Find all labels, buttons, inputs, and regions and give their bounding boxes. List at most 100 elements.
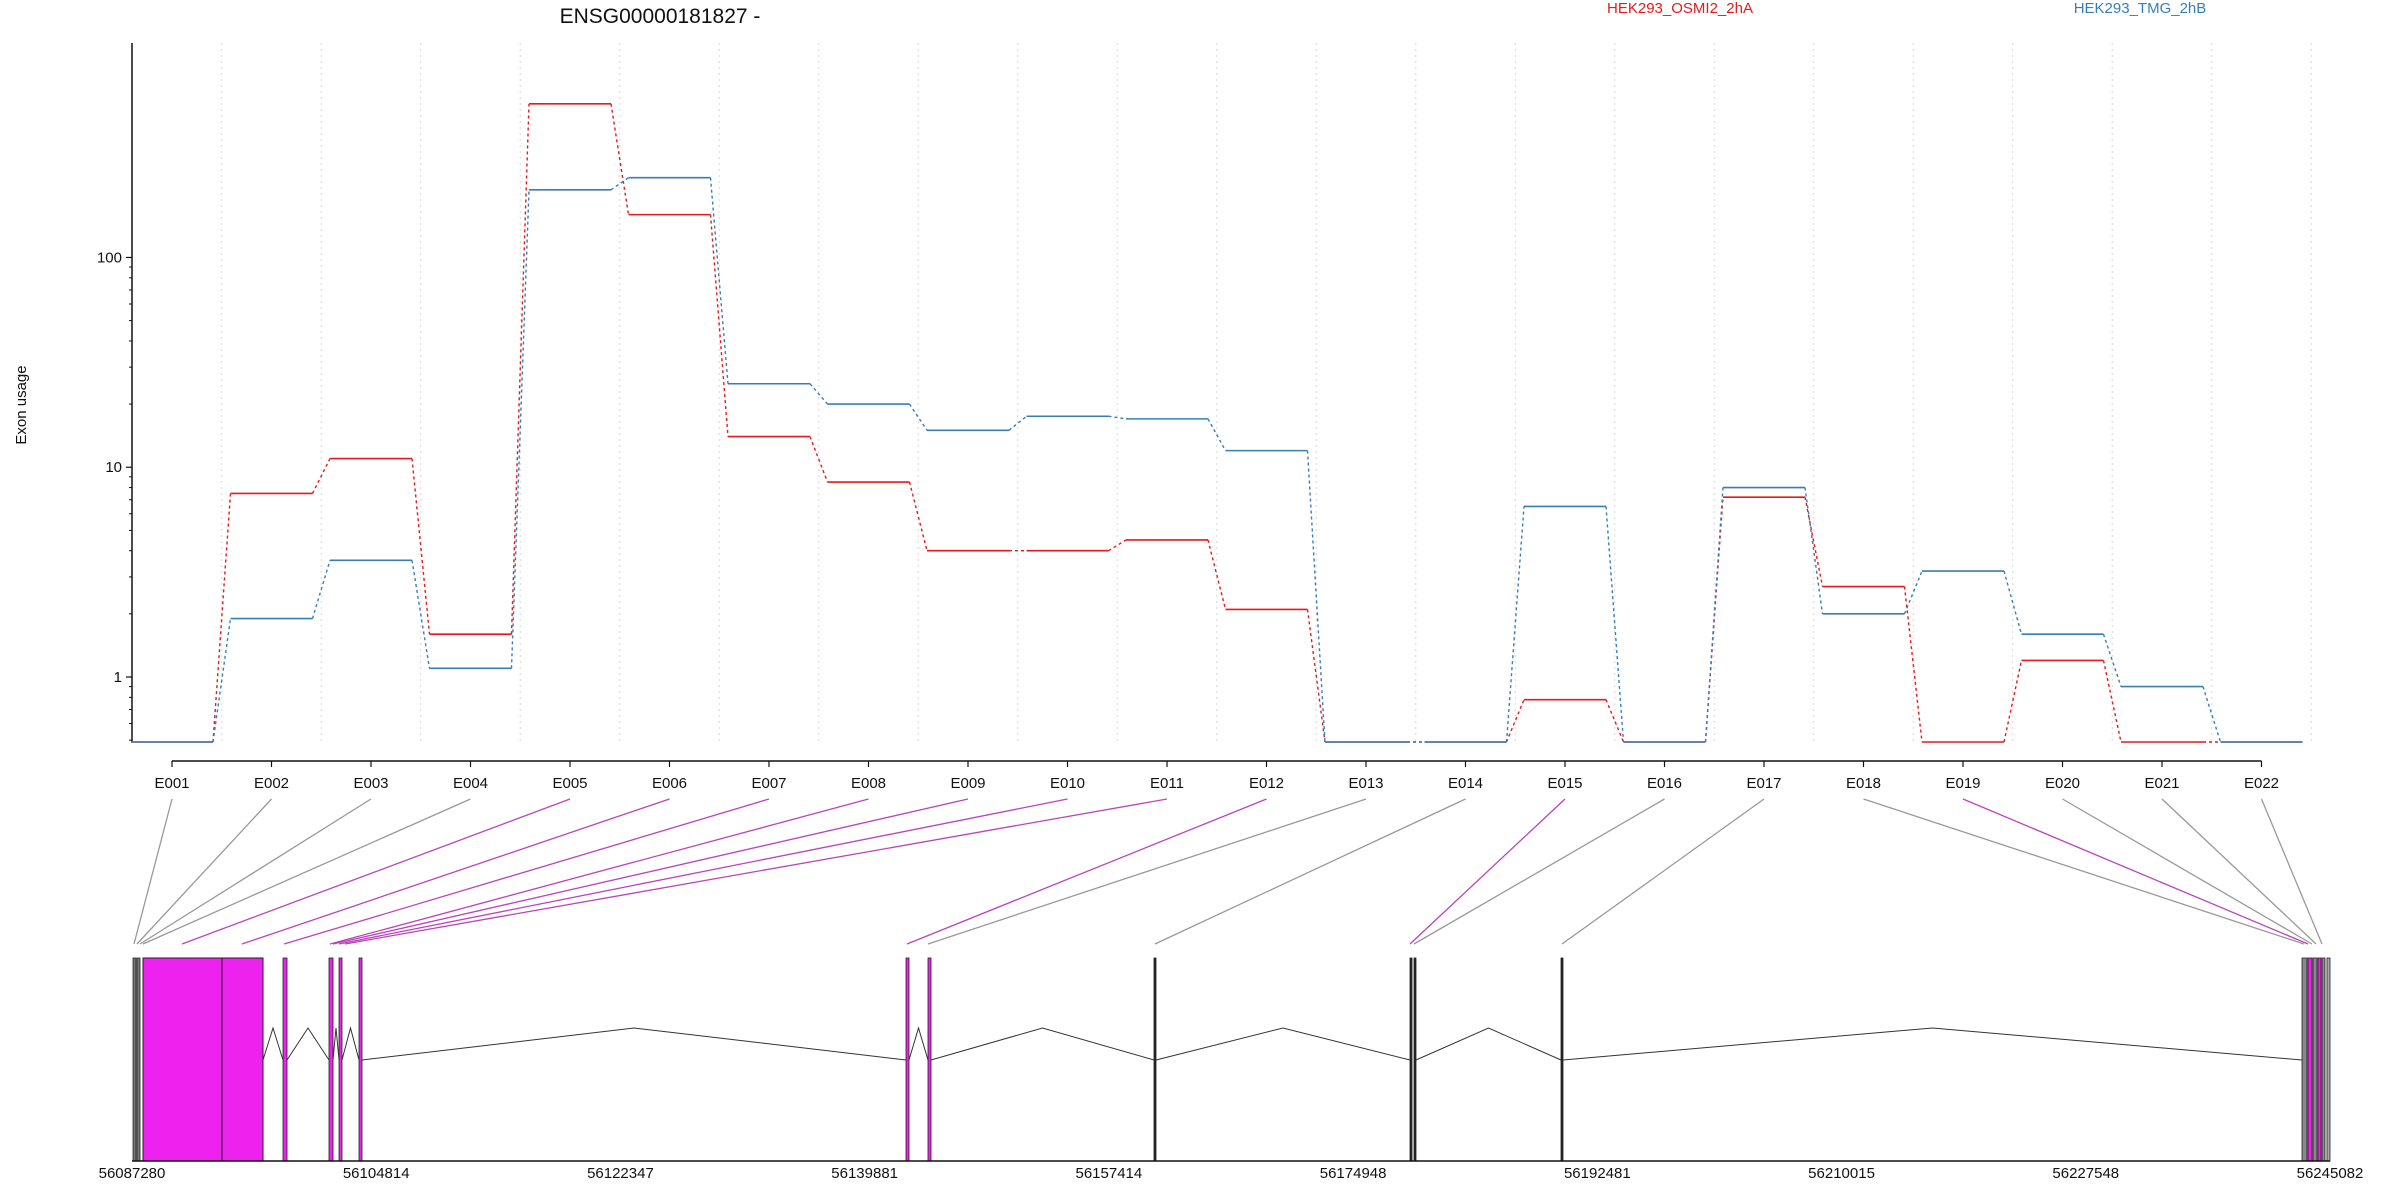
- x-tick-label: E011: [1150, 775, 1184, 792]
- exon-map-line: [1413, 798, 1665, 945]
- gene-model: 56087280 56104814 56122347 56139881 56157414…: [99, 798, 2364, 1182]
- data-connector: [709, 177, 729, 384]
- exon-map-line: [2161, 798, 2317, 945]
- x-tick-label: E007: [751, 775, 786, 792]
- coordinate-label: 56139881: [831, 1165, 898, 1182]
- data-connector: [212, 618, 232, 743]
- exon-bar: [2307, 957, 2313, 1162]
- exon-bar: [2326, 957, 2331, 1162]
- data-connector: [1008, 415, 1027, 431]
- exon-map-line: [2062, 798, 2313, 945]
- exon-map-line: [927, 798, 1367, 945]
- exon-bar: [1413, 957, 1417, 1162]
- data-connector: [2102, 633, 2122, 687]
- x-tick-label: E002: [254, 775, 289, 792]
- coordinate-label: 56122347: [587, 1165, 654, 1182]
- legend-series-2: HEK293_TMG_2hB: [2074, 0, 2207, 17]
- x-tick-label: E019: [1945, 775, 1980, 792]
- exon-map-line: [906, 798, 1267, 945]
- exon-map-line: [2260, 798, 2323, 945]
- y-tick-label: 1: [114, 669, 122, 686]
- exon-map-line: [142, 798, 471, 945]
- exon-map-line: [136, 798, 272, 945]
- exon-map-line: [1154, 798, 1466, 945]
- coordinate-label: 56227548: [2052, 1165, 2119, 1182]
- intron-line: [332, 1027, 340, 1061]
- x-tick-label: E020: [2045, 775, 2080, 792]
- exon-bar: [927, 957, 932, 1162]
- x-tick-label: E016: [1647, 775, 1682, 792]
- intron-line: [930, 1027, 1155, 1061]
- exon-map-line: [1962, 798, 2309, 945]
- x-tick-label: E008: [851, 775, 886, 792]
- exon-map-line: [1863, 798, 2305, 945]
- intron-line: [341, 1026, 360, 1061]
- series-2: [131, 176, 2303, 743]
- coordinate-label: 56210015: [1808, 1165, 1875, 1182]
- intron-line: [1415, 1027, 1562, 1061]
- data-connector: [411, 560, 431, 669]
- intron-line: [908, 1026, 929, 1061]
- exon-bar: [2317, 957, 2322, 1162]
- data-connector: [1306, 450, 1326, 743]
- data-connector: [1207, 539, 1227, 610]
- exon-bar: [905, 957, 910, 1162]
- exon-bar: [358, 957, 363, 1162]
- y-tick-label: 100: [97, 249, 122, 266]
- exon-map-line: [1561, 798, 1765, 945]
- x-tick-label: E003: [353, 775, 388, 792]
- data-connector: [2003, 570, 2023, 635]
- y-tick-label: 10: [105, 459, 122, 476]
- x-tick-label: E006: [652, 775, 687, 792]
- exon-map-line: [329, 798, 869, 945]
- data-connector: [1903, 586, 1923, 743]
- data-connector: [1903, 570, 1923, 615]
- x-tick-label: E012: [1249, 775, 1284, 792]
- intron-line: [1155, 1027, 1411, 1061]
- x-tick-label: E021: [2144, 775, 2179, 792]
- data-connector: [1605, 699, 1625, 743]
- data-connector: [2003, 660, 2023, 743]
- data-connector: [311, 458, 331, 494]
- x-tick-label: E015: [1547, 775, 1582, 792]
- exon-bar: [1409, 957, 1413, 1162]
- data-connector: [809, 436, 829, 483]
- intron-line: [361, 1027, 907, 1061]
- coordinate-label: 56245082: [2297, 1165, 2364, 1182]
- exon-map-line: [332, 798, 969, 945]
- chart-title: ENSG00000181827 -: [560, 5, 761, 28]
- x-tick-label: E018: [1846, 775, 1881, 792]
- exon-bar: [282, 957, 288, 1162]
- exon-block: [142, 957, 264, 1162]
- coordinate-label: 56087280: [99, 1165, 166, 1182]
- exon-bar: [328, 957, 334, 1162]
- exon-bar: [2312, 957, 2318, 1162]
- data-connector: [1505, 699, 1525, 743]
- data-connector: [1108, 415, 1127, 420]
- exon-map-line: [133, 798, 173, 945]
- data-connector: [510, 103, 530, 635]
- coordinate-label: 56174948: [1320, 1165, 1387, 1182]
- coordinate-label: 56104814: [343, 1165, 410, 1182]
- data-connector: [2102, 660, 2122, 743]
- exon-map-line: [139, 798, 372, 945]
- intron-line: [286, 1027, 330, 1061]
- x-tick-label: E009: [950, 775, 985, 792]
- data-connector: [311, 560, 331, 619]
- legend-series-1: HEK293_OSMI2_2hA: [1607, 0, 1753, 17]
- exon-map-line: [181, 798, 571, 945]
- x-tick-label: E013: [1348, 775, 1383, 792]
- exon-bar: [1153, 957, 1157, 1162]
- x-tick-label: E017: [1746, 775, 1781, 792]
- exon-map-line: [241, 798, 670, 945]
- data-connector: [908, 403, 928, 431]
- exon-map-line: [1409, 798, 1566, 945]
- intron-line: [1562, 1027, 2303, 1061]
- x-tick-label: E014: [1448, 775, 1483, 792]
- data-connector: [610, 103, 630, 215]
- exon-bar: [136, 957, 141, 1162]
- x-tick-label: E004: [453, 775, 488, 792]
- exon-bar: [2301, 957, 2308, 1162]
